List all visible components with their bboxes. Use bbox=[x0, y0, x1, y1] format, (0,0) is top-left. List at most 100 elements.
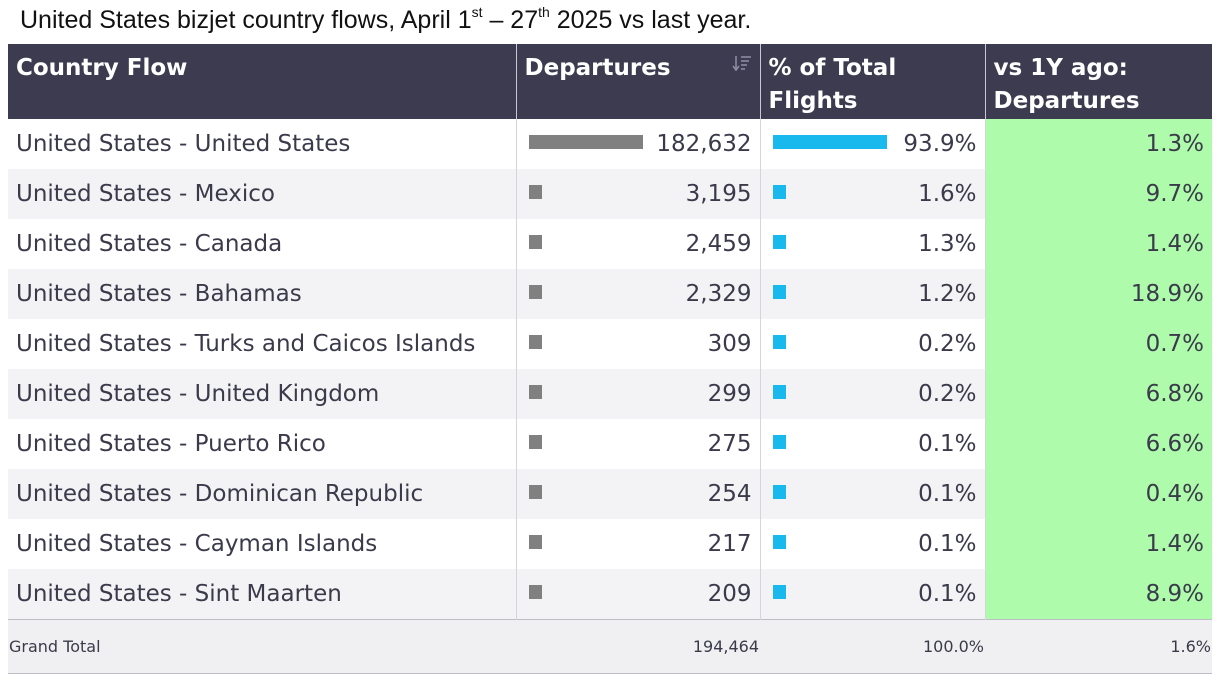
departures-cell: 2,459 bbox=[516, 219, 761, 269]
country-flow-cell: United States - United States bbox=[8, 119, 517, 169]
departures-cell: 209 bbox=[516, 569, 761, 619]
departures-cell: 254 bbox=[516, 469, 761, 519]
pct-total-value: 0.1% bbox=[918, 580, 977, 607]
pct-total-value: 0.1% bbox=[918, 481, 977, 507]
grand-total-departures: 194,464 bbox=[516, 618, 760, 674]
table-row[interactable]: United States - Bahamas 2,329 1.2% 18.9% bbox=[8, 269, 1212, 319]
table-row[interactable]: United States - Mexico 3,195 1.6% 9.7% bbox=[8, 169, 1212, 219]
departures-cell: 2,329 bbox=[516, 269, 761, 319]
pct-total-cell: 0.1% bbox=[760, 569, 986, 619]
yoy-departures-cell: 1.4% bbox=[985, 519, 1212, 569]
pct-total-bar bbox=[772, 535, 786, 549]
table-row[interactable]: United States - Turks and Caicos Islands… bbox=[8, 319, 1212, 369]
pct-total-bar bbox=[772, 385, 786, 399]
pct-total-value: 1.6% bbox=[918, 181, 977, 207]
yoy-departures-cell: 6.6% bbox=[985, 419, 1212, 469]
table-row[interactable]: United States - Dominican Republic 254 0.1… bbox=[8, 469, 1212, 519]
departures-cell: 182,632 bbox=[516, 119, 761, 169]
pct-total-bar bbox=[772, 485, 786, 499]
pct-total-cell: 0.2% bbox=[760, 369, 986, 419]
yoy-departures-cell: 6.8% bbox=[985, 369, 1212, 419]
sort-descending-icon[interactable] bbox=[731, 54, 752, 72]
departures-bar bbox=[528, 535, 542, 549]
pct-total-bar bbox=[772, 585, 786, 599]
departures-value: 299 bbox=[707, 381, 752, 407]
pct-total-bar bbox=[772, 135, 887, 149]
yoy-departures-cell: 0.7% bbox=[985, 319, 1212, 369]
pct-total-cell: 1.6% bbox=[760, 169, 986, 219]
table-row[interactable]: United States - Canada 2,459 1.3% 1.4% bbox=[8, 219, 1212, 269]
header-country-flow[interactable]: Country Flow bbox=[8, 44, 517, 119]
grand-total-yoy: 1.6% bbox=[985, 618, 1212, 674]
departures-bar bbox=[528, 135, 643, 149]
country-flow-cell: United States - Puerto Rico bbox=[8, 419, 517, 469]
departures-value: 209 bbox=[707, 580, 752, 607]
departures-value: 275 bbox=[707, 431, 752, 457]
pct-total-value: 1.2% bbox=[918, 281, 977, 307]
grand-total-row: Grand Total 194,464 100.0% 1.6% bbox=[8, 618, 1212, 674]
table-header-row: Country Flow Departures % of Total Flight… bbox=[8, 44, 1212, 119]
country-flow-cell: United States - Canada bbox=[8, 219, 517, 269]
grand-total-pct: 100.0% bbox=[760, 618, 985, 674]
pct-total-bar bbox=[772, 185, 786, 199]
departures-cell: 299 bbox=[516, 369, 761, 419]
country-flow-cell: United States - United Kingdom bbox=[8, 369, 517, 419]
departures-bar bbox=[528, 485, 542, 499]
yoy-departures-cell: 8.9% bbox=[985, 569, 1212, 619]
departures-bar bbox=[528, 285, 542, 299]
header-yoy[interactable]: vs 1Y ago: Departures bbox=[985, 44, 1212, 119]
pct-total-cell: 93.9% bbox=[760, 119, 986, 169]
yoy-departures-cell: 9.7% bbox=[985, 169, 1212, 219]
departures-value: 2,329 bbox=[685, 281, 752, 307]
pct-total-cell: 0.1% bbox=[760, 419, 986, 469]
pct-total-bar bbox=[772, 435, 786, 449]
departures-bar bbox=[528, 385, 542, 399]
pct-total-value: 93.9% bbox=[903, 131, 977, 157]
pct-total-bar bbox=[772, 335, 786, 349]
departures-value: 2,459 bbox=[685, 231, 752, 257]
departures-cell: 275 bbox=[516, 419, 761, 469]
pct-total-cell: 0.1% bbox=[760, 519, 986, 569]
departures-value: 309 bbox=[707, 331, 752, 357]
yoy-departures-cell: 18.9% bbox=[985, 269, 1212, 319]
pct-total-value: 0.2% bbox=[918, 331, 977, 357]
departures-value: 182,632 bbox=[656, 131, 752, 157]
pct-total-value: 0.1% bbox=[918, 531, 977, 557]
pct-total-cell: 1.3% bbox=[760, 219, 986, 269]
yoy-departures-cell: 1.3% bbox=[985, 119, 1212, 169]
table-row[interactable]: United States - Sint Maarten 209 0.1% 8.9% bbox=[8, 569, 1212, 619]
yoy-departures-cell: 1.4% bbox=[985, 219, 1212, 269]
country-flow-cell: United States - Bahamas bbox=[8, 269, 517, 319]
header-pct-total[interactable]: % of Total Flights bbox=[760, 44, 986, 119]
grand-total-label: Grand Total bbox=[8, 618, 516, 674]
header-departures[interactable]: Departures bbox=[516, 44, 761, 119]
table-row[interactable]: United States - Puerto Rico 275 0.1% 6.6% bbox=[8, 419, 1212, 469]
departures-bar bbox=[528, 435, 542, 449]
pct-total-value: 1.3% bbox=[918, 231, 977, 257]
country-flow-cell: United States - Dominican Republic bbox=[8, 469, 517, 519]
departures-value: 3,195 bbox=[685, 181, 752, 207]
pct-total-value: 0.1% bbox=[918, 431, 977, 457]
country-flow-cell: United States - Sint Maarten bbox=[8, 569, 517, 619]
table-row[interactable]: United States - United States 182,632 93.9… bbox=[8, 119, 1212, 169]
table-row[interactable]: United States - Cayman Islands 217 0.1% 1.4… bbox=[8, 519, 1212, 569]
pct-total-bar bbox=[772, 285, 786, 299]
pct-total-bar bbox=[772, 235, 786, 249]
departures-cell: 217 bbox=[516, 519, 761, 569]
yoy-departures-cell: 0.4% bbox=[985, 469, 1212, 519]
table-row[interactable]: United States - United Kingdom 299 0.2% 6.8… bbox=[8, 369, 1212, 419]
pct-total-cell: 0.2% bbox=[760, 319, 986, 369]
country-flow-cell: United States - Cayman Islands bbox=[8, 519, 517, 569]
pct-total-cell: 0.1% bbox=[760, 469, 986, 519]
departures-bar bbox=[528, 235, 542, 249]
departures-cell: 309 bbox=[516, 319, 761, 369]
departures-value: 254 bbox=[707, 481, 752, 507]
departures-bar bbox=[528, 185, 542, 199]
pct-total-cell: 1.2% bbox=[760, 269, 986, 319]
departures-value: 217 bbox=[707, 531, 752, 557]
departures-bar bbox=[528, 335, 542, 349]
country-flow-cell: United States - Mexico bbox=[8, 169, 517, 219]
departures-cell: 3,195 bbox=[516, 169, 761, 219]
country-flow-table: Country Flow Departures % of Total Flight… bbox=[8, 44, 1212, 674]
pct-total-value: 0.2% bbox=[918, 381, 977, 407]
